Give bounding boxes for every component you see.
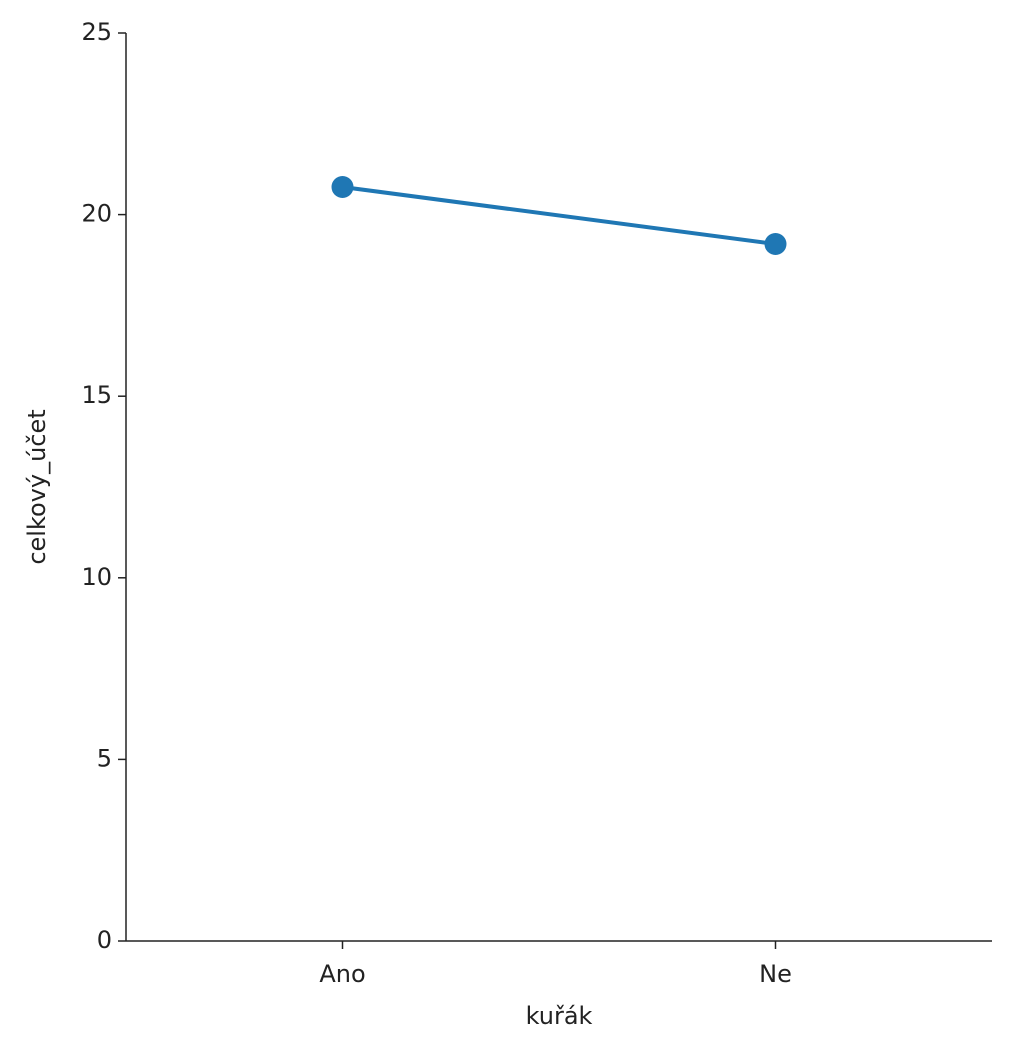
y-axis-label: celkový_účet: [23, 409, 51, 564]
x-axis-label: kuřák: [526, 1002, 593, 1030]
point: [764, 233, 787, 256]
x-tick-label: Ne: [759, 960, 792, 988]
line: [342, 185, 776, 247]
point: [331, 175, 354, 198]
x-tick-label: Ano: [319, 960, 365, 988]
y-tick-label: 0: [97, 926, 112, 954]
y-tick-label: 5: [97, 744, 112, 772]
y-tick-label: 10: [81, 563, 112, 591]
y-tick-label: 25: [81, 18, 112, 46]
y-tick-label: 15: [81, 381, 112, 409]
y-tick-label: 20: [81, 200, 112, 228]
